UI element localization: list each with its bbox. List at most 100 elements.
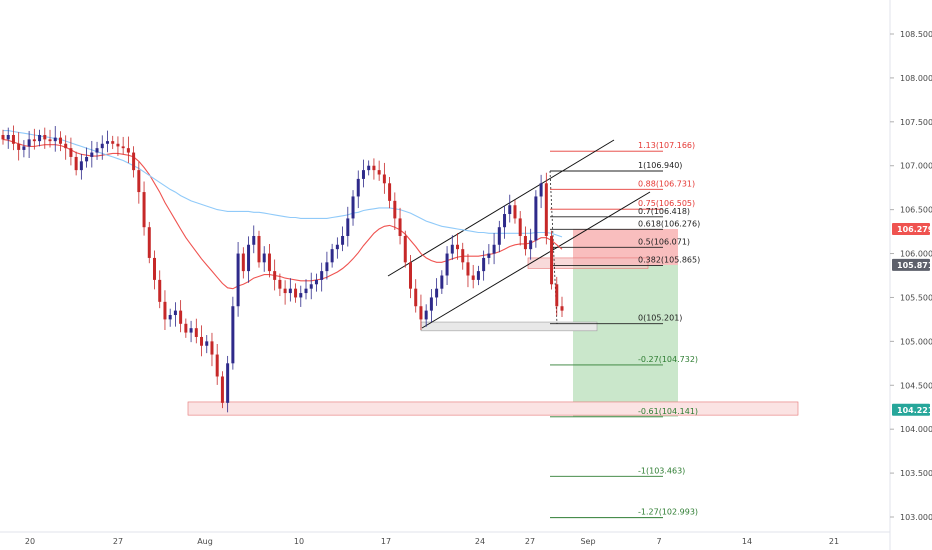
candle-body bbox=[215, 354, 219, 377]
candle-body bbox=[560, 306, 564, 311]
candle-body bbox=[79, 161, 83, 171]
candle-body bbox=[147, 227, 151, 258]
candle-body bbox=[200, 336, 204, 346]
candle-body bbox=[100, 143, 104, 149]
candle-body bbox=[346, 218, 350, 236]
candle-body bbox=[32, 139, 36, 142]
candle-body bbox=[466, 262, 470, 276]
support-zone-low bbox=[187, 401, 799, 416]
y-tick-label: 103.000 bbox=[900, 513, 932, 522]
candle-body bbox=[341, 235, 345, 245]
candle-body bbox=[325, 262, 329, 272]
candle-body bbox=[163, 301, 167, 320]
candle-body bbox=[267, 253, 271, 272]
candle-body bbox=[158, 279, 162, 302]
candle-body bbox=[257, 235, 261, 263]
candle-body bbox=[111, 141, 115, 144]
fib-label: -0.61(104.141) bbox=[638, 407, 698, 416]
drawing-zones bbox=[187, 228, 799, 417]
x-tick-label: 10 bbox=[294, 537, 304, 546]
candle-body bbox=[299, 293, 303, 298]
fib-label: 0.5(106.071) bbox=[638, 237, 690, 246]
candle-body bbox=[476, 271, 480, 280]
y-tick-label: 104.000 bbox=[900, 425, 932, 434]
fib-label: 1.13(107.166) bbox=[638, 141, 695, 150]
candle-body bbox=[419, 306, 423, 320]
candle-body bbox=[372, 165, 376, 171]
x-tick-label: 14 bbox=[742, 537, 752, 546]
candle-body bbox=[544, 183, 548, 236]
x-tick-label: 21 bbox=[829, 537, 839, 546]
fib-label: 1(106.940) bbox=[638, 161, 682, 170]
candlesticks bbox=[1, 125, 564, 413]
candle-body bbox=[288, 288, 292, 294]
fib-label: 0(105.201) bbox=[638, 314, 682, 323]
price-badge bbox=[892, 258, 930, 271]
price-badge bbox=[892, 403, 930, 416]
candle-body bbox=[231, 306, 235, 364]
ma-fast-line bbox=[2, 138, 563, 290]
candle-body bbox=[356, 178, 360, 197]
candle-body bbox=[205, 341, 209, 346]
fib-label: 0.7(106.418) bbox=[638, 207, 690, 216]
candle-body bbox=[408, 262, 412, 289]
candle-body bbox=[403, 235, 407, 263]
fib-label: -1.27(102.993) bbox=[638, 508, 698, 517]
candle-body bbox=[309, 284, 313, 289]
price-badge-label: 105.871 bbox=[897, 261, 932, 270]
candle-body bbox=[189, 328, 193, 333]
candle-body bbox=[241, 253, 245, 272]
candle-body bbox=[523, 235, 527, 250]
candle-body bbox=[497, 227, 501, 245]
candle-body bbox=[456, 244, 460, 250]
candle-body bbox=[335, 244, 339, 250]
candle-body bbox=[382, 174, 386, 184]
candle-body bbox=[121, 146, 125, 149]
candle-body bbox=[450, 244, 454, 254]
fib-label: 0.382(105.865) bbox=[638, 255, 700, 264]
candle-body bbox=[220, 376, 224, 403]
candle-body bbox=[550, 235, 554, 285]
candle-body bbox=[58, 137, 62, 144]
candle-body bbox=[22, 146, 26, 150]
x-tick-label: 20 bbox=[25, 537, 35, 546]
candle-body bbox=[388, 183, 392, 201]
candle-body bbox=[555, 284, 559, 307]
candle-body bbox=[17, 143, 21, 150]
candle-body bbox=[168, 315, 172, 320]
candle-body bbox=[278, 279, 282, 289]
candle-body bbox=[487, 253, 491, 258]
candle-body bbox=[236, 253, 240, 307]
candle-body bbox=[377, 170, 381, 175]
candle-body bbox=[48, 139, 52, 142]
candle-body bbox=[105, 141, 109, 144]
candle-body bbox=[314, 279, 318, 285]
candle-body bbox=[330, 249, 334, 263]
price-badge-label: 104.221 bbox=[897, 406, 932, 415]
fib-trend-line bbox=[549, 170, 558, 324]
candle-body bbox=[43, 134, 47, 140]
candle-body bbox=[247, 244, 251, 272]
candle-body bbox=[361, 170, 365, 179]
candle-body bbox=[27, 139, 31, 147]
price-badge-label: 106.279 bbox=[897, 225, 932, 234]
candle-body bbox=[283, 288, 287, 294]
candle-body bbox=[38, 134, 42, 142]
y-tick-label: 108.000 bbox=[900, 74, 932, 83]
candle-body bbox=[482, 257, 486, 272]
candle-body bbox=[398, 218, 402, 236]
candle-body bbox=[367, 165, 371, 171]
candle-body bbox=[95, 148, 99, 153]
y-tick-label: 104.500 bbox=[900, 381, 932, 390]
x-tick-label: Sep bbox=[580, 537, 595, 546]
candle-body bbox=[320, 271, 324, 280]
price-badge bbox=[892, 223, 930, 236]
y-tick-label: 107.000 bbox=[900, 162, 932, 171]
fib-label: -0.27(104.732) bbox=[638, 355, 698, 364]
candle-body bbox=[179, 310, 183, 324]
fib-label: 0.618(106.276) bbox=[638, 219, 700, 228]
candle-body bbox=[194, 328, 198, 337]
candle-body bbox=[503, 214, 507, 228]
candle-body bbox=[126, 148, 130, 153]
